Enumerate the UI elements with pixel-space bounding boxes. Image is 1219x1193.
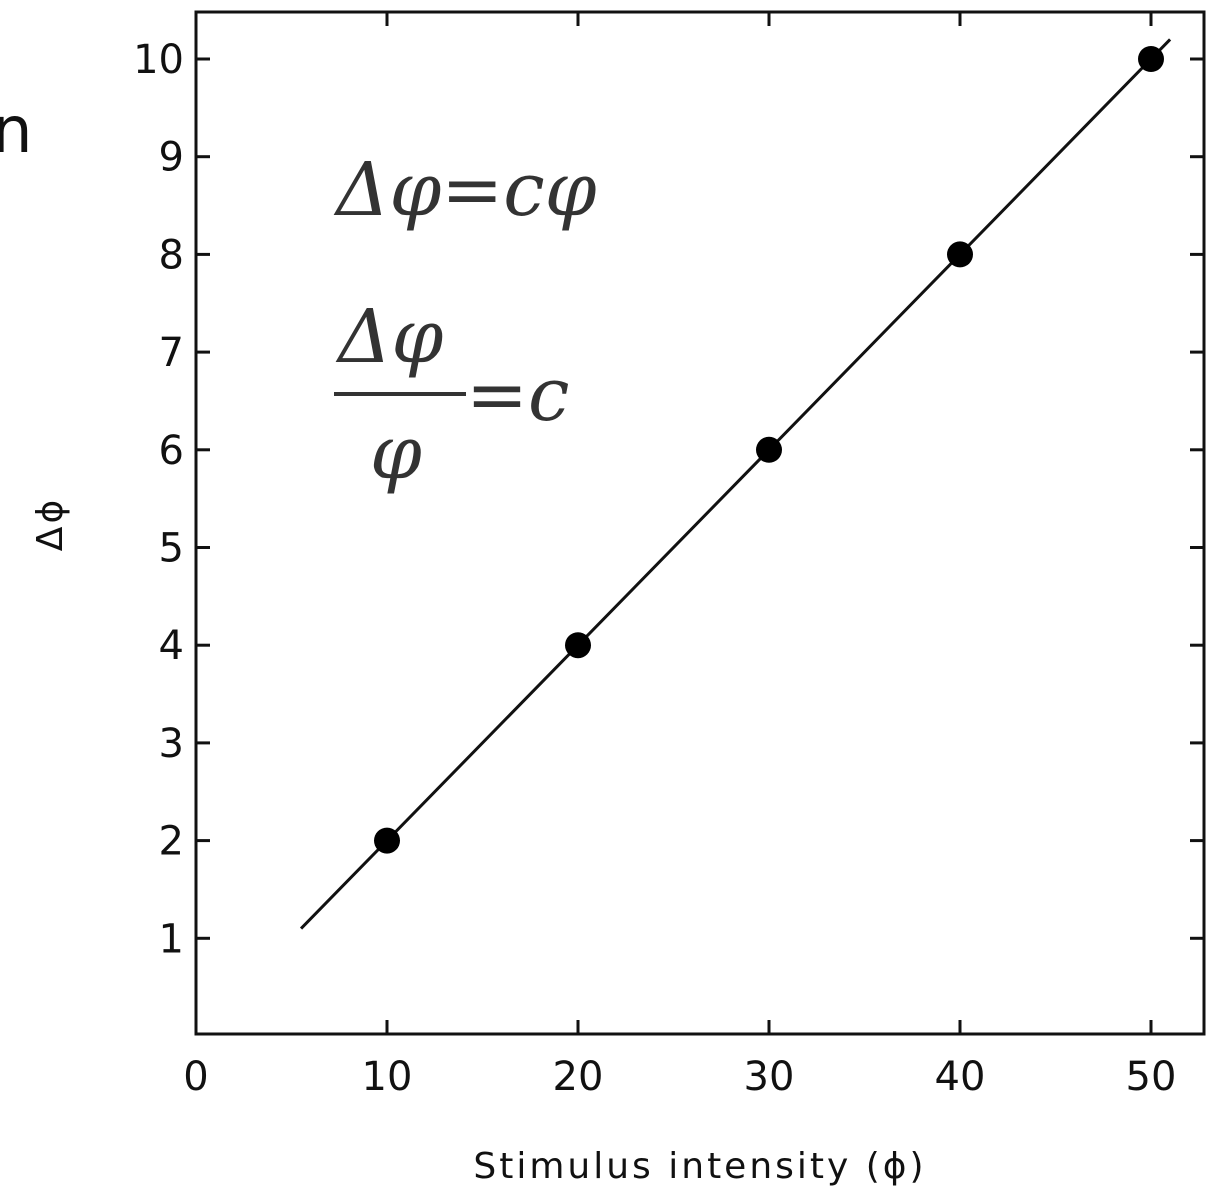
formula-fraction-denominator: φ (370, 410, 422, 496)
formula-fraction-numerator: Δφ (335, 294, 443, 380)
y-tick-label: 10 (133, 37, 184, 83)
y-tick-label: 7 (159, 330, 184, 376)
y-axis-label: Δϕ (30, 497, 71, 551)
x-tick-label: 0 (183, 1054, 208, 1100)
x-tick-label: 30 (744, 1054, 795, 1100)
y-axis-tick-labels: 1 2 3 4 5 6 7 8 9 10 (133, 37, 184, 962)
data-point (565, 632, 591, 659)
y-tick-label: 2 (159, 819, 184, 865)
x-axis-tick-labels: 0 10 20 30 40 50 (183, 1054, 1176, 1100)
y-axis-ticks (196, 57, 1204, 940)
y-tick-label: 4 (159, 623, 184, 669)
data-points (374, 46, 1164, 854)
fit-line (299, 38, 1172, 930)
data-point (756, 436, 782, 463)
x-tick-label: 40 (935, 1054, 986, 1100)
y-tick-label: 5 (159, 526, 184, 572)
x-axis-ticks (385, 12, 1153, 1034)
y-tick-label: 8 (159, 232, 184, 278)
y-tick-label: 3 (159, 721, 184, 767)
plot-frame (194, 10, 1206, 1036)
data-point (947, 241, 973, 268)
x-tick-label: 20 (553, 1054, 604, 1100)
x-tick-label: 10 (362, 1054, 413, 1100)
data-point (1138, 46, 1164, 72)
formula-weber-law: Δφ=cφ (333, 147, 597, 233)
data-point (374, 827, 400, 854)
cropped-text-fragment: n (0, 94, 33, 168)
x-axis-label: Stimulus intensity (ϕ) (473, 1146, 926, 1187)
formula-fraction-rhs: =c (466, 352, 569, 438)
x-tick-label: 50 (1126, 1054, 1177, 1100)
y-tick-label: 1 (159, 916, 184, 962)
y-tick-label: 9 (159, 135, 184, 181)
y-tick-label: 6 (159, 428, 184, 474)
